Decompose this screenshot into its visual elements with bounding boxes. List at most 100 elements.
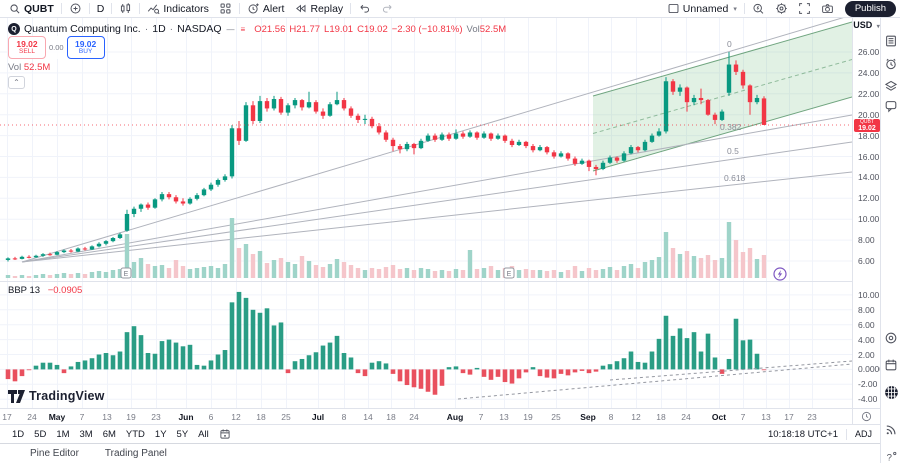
time-axis-label: 23 <box>807 412 817 422</box>
layout-square-icon <box>667 2 680 15</box>
tradingview-logo-icon <box>8 389 25 403</box>
replay-button[interactable]: Replay <box>289 1 348 17</box>
price-axis[interactable]: USD ▾ QUBT 19.02 26.00 24.00 22.00 20.00 18.… <box>852 18 884 408</box>
interval-button[interactable]: D <box>92 1 110 17</box>
symbol-search-button[interactable]: QUBT <box>4 1 59 17</box>
legend-symbol-name: Quantum Computing Inc. <box>24 23 141 35</box>
range-button-3m[interactable]: 3M <box>76 428 97 441</box>
time-axis-label: 25 <box>551 412 561 422</box>
layout-button[interactable]: Unnamed ▾ <box>662 1 742 17</box>
bbp-title: BBP 13 <box>8 285 41 296</box>
candles-icon <box>119 2 132 15</box>
bbp-axis-label: 0.0000 <box>858 364 884 375</box>
quick-search-button[interactable] <box>747 1 770 17</box>
sell-price: 19.02 <box>16 38 38 49</box>
bbp-axis-label: 6.00 <box>858 319 875 330</box>
range-button-1d[interactable]: 1D <box>8 428 28 441</box>
price-axis-label: 10.00 <box>858 214 880 225</box>
timezone-button[interactable] <box>852 408 880 424</box>
legend-hide-icon[interactable]: — <box>226 24 235 34</box>
undo-button[interactable] <box>353 1 376 17</box>
chat-icon[interactable] <box>883 98 899 114</box>
indicators-label: Indicators <box>163 2 209 15</box>
time-axis-label: 19 <box>523 412 533 422</box>
range-button-5y[interactable]: 5Y <box>173 428 193 441</box>
legend-interval[interactable]: 1D <box>152 23 166 35</box>
time-axis[interactable]: 17 24 May 7 13 19 23 Jun 6 12 18 25 Jul 8 14 18 24 Aug 7 13… <box>0 408 852 424</box>
time-axis-label: 24 <box>409 412 419 422</box>
price-axis-label: 26.00 <box>858 47 880 57</box>
range-button-all[interactable]: All <box>194 428 213 441</box>
legend-menu-icon[interactable]: ≡ <box>240 24 246 34</box>
toolbar-left: QUBT D Indica <box>4 0 399 17</box>
watchlist-icon[interactable] <box>883 33 899 49</box>
indicator-templates-button[interactable] <box>214 1 237 17</box>
range-toolbar: 1D 5D 1M 3M 6M YTD 1Y 5Y All 10:18:18 UTC+1 ADJ <box>0 424 880 443</box>
gear-icon <box>775 2 788 15</box>
price-chart-svg[interactable]: 0 0.382 0.5 0.618 E E <box>0 18 852 408</box>
fullscreen-icon <box>798 2 811 15</box>
chart-area[interactable]: 0 0.382 0.5 0.618 E E Q Quantum Computing Inc… <box>0 18 852 408</box>
currency-selector[interactable]: USD ▾ <box>853 20 880 30</box>
divider <box>111 3 113 14</box>
redo-button[interactable] <box>376 1 399 17</box>
tab-pine-editor[interactable]: Pine Editor <box>30 448 79 459</box>
clock-text[interactable]: 10:18:18 UTC+1 <box>768 428 838 440</box>
time-axis-label: 8 <box>341 412 347 422</box>
price-axis-label: 24.00 <box>858 67 880 78</box>
snapshot-button[interactable] <box>816 1 839 17</box>
price-axis-label: 22.00 <box>858 88 880 99</box>
screener-target-icon[interactable] <box>883 330 899 346</box>
price-axis-label: 20.00 <box>858 109 880 120</box>
bbp-legend[interactable]: BBP 13 −0.0905 <box>8 285 82 296</box>
time-axis-label: 8 <box>608 412 614 422</box>
svg-text:0.5: 0.5 <box>727 146 739 156</box>
range-button-ytd[interactable]: YTD <box>122 428 149 441</box>
price-axis-label: 16.00 <box>858 151 880 162</box>
buy-button[interactable]: 19.02 BUY <box>66 36 105 59</box>
toolbar-right: Unnamed ▾ <box>662 0 896 17</box>
feed-rss-icon[interactable] <box>883 422 899 438</box>
chart-legend: Q Quantum Computing Inc. · 1D · NASDAQ —… <box>8 23 506 35</box>
heatmap-globe-icon[interactable] <box>883 384 899 400</box>
range-button-6m[interactable]: 6M <box>99 428 120 441</box>
time-axis-label: 6 <box>208 412 214 422</box>
time-axis-label: Sep <box>580 412 596 422</box>
legend-separator: · <box>169 23 174 35</box>
fullscreen-button[interactable] <box>793 1 816 17</box>
help-icon[interactable]: ? <box>883 449 899 463</box>
go-to-date-icon[interactable] <box>219 428 231 440</box>
sell-label: SELL <box>19 48 35 55</box>
undo-icon <box>358 2 371 15</box>
time-axis-label: 13 <box>102 412 112 422</box>
calendar-icon[interactable] <box>883 357 899 373</box>
price-axis-label: 6.00 <box>858 256 875 266</box>
settings-button[interactable] <box>770 1 793 17</box>
object-tree-icon[interactable] <box>883 78 899 94</box>
compare-button[interactable] <box>64 1 87 17</box>
legend-symbol-row[interactable]: Q Quantum Computing Inc. · 1D · NASDAQ —… <box>8 23 506 35</box>
time-axis-label: 19 <box>126 412 136 422</box>
sell-button[interactable]: 19.02 SELL <box>8 36 46 59</box>
price-axis-label: 12.00 <box>858 193 880 204</box>
indicators-button[interactable]: Indicators <box>142 1 214 17</box>
tab-trading-panel[interactable]: Trading Panel <box>104 448 167 459</box>
symbol-label: QUBT <box>24 2 54 15</box>
publish-button[interactable]: Publish <box>844 0 896 17</box>
chart-style-button[interactable] <box>114 1 137 17</box>
bbp-axis-label: 8.00 <box>858 304 875 315</box>
adjust-toggle[interactable]: ADJ <box>854 429 872 439</box>
legend-collapse-button[interactable]: ⌃ <box>8 76 25 89</box>
range-button-1y[interactable]: 1Y <box>151 428 171 441</box>
change-value: −2.30 (−10.81%) <box>391 23 463 35</box>
range-button-1m[interactable]: 1M <box>52 428 73 441</box>
chevron-down-icon: ▾ <box>733 5 737 13</box>
search-icon <box>9 3 21 15</box>
divider <box>139 3 141 14</box>
open-value: O21.56 <box>254 23 286 35</box>
range-button-5d[interactable]: 5D <box>30 428 50 441</box>
tradingview-watermark: TradingView <box>8 389 105 403</box>
alert-clock-icon[interactable] <box>883 56 899 72</box>
alert-button[interactable]: Alert <box>242 1 290 17</box>
svg-text:0.382: 0.382 <box>720 122 742 132</box>
